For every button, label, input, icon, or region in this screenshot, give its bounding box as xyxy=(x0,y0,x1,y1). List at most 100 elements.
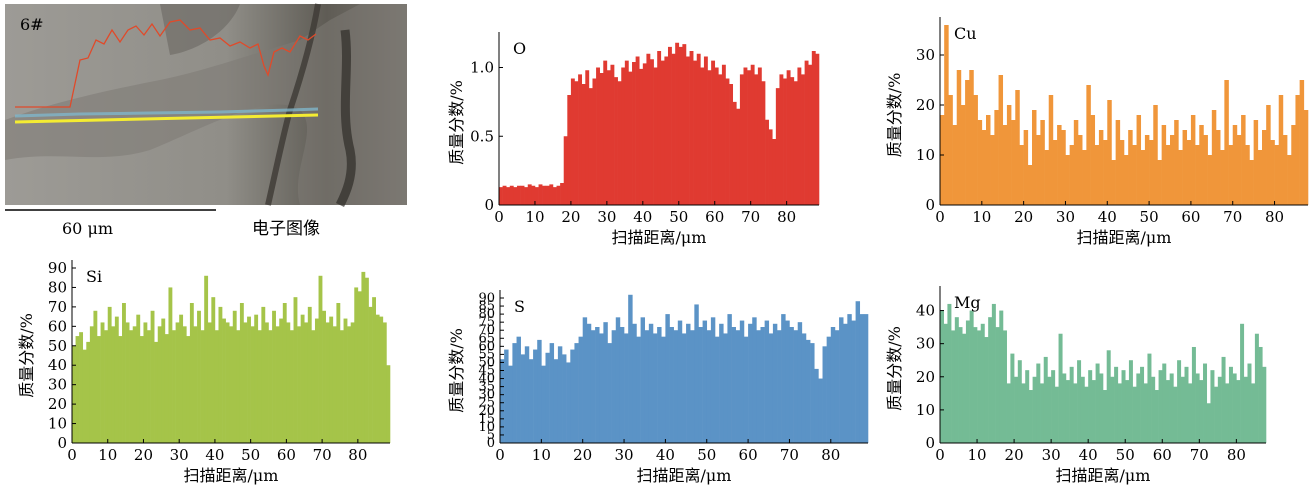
bar xyxy=(107,306,112,443)
bar xyxy=(1128,360,1133,443)
x-tick-label: 70 xyxy=(1190,446,1209,464)
bar xyxy=(1040,120,1045,205)
bar xyxy=(361,271,366,443)
bar xyxy=(161,318,166,443)
bar xyxy=(504,349,509,443)
bar xyxy=(86,341,91,443)
y-tick-label: 80 xyxy=(48,278,67,296)
bar xyxy=(247,316,251,443)
bar xyxy=(940,115,945,205)
bar xyxy=(200,330,205,443)
bar xyxy=(1287,155,1292,205)
bar xyxy=(990,135,995,205)
bar xyxy=(805,339,811,443)
bar xyxy=(729,84,734,205)
bar xyxy=(89,326,94,443)
bar xyxy=(1065,380,1070,443)
bar xyxy=(628,71,633,206)
bar xyxy=(1232,373,1237,443)
bar xyxy=(520,185,525,205)
y-axis-title: 质量分数/% xyxy=(447,328,466,413)
bar xyxy=(830,327,836,443)
bar xyxy=(114,316,119,443)
x-tick-label: 80 xyxy=(348,446,367,464)
micrograph-panel: 6# 60 μm 电子图像 xyxy=(5,3,407,239)
bar xyxy=(1121,370,1126,443)
bar xyxy=(1110,376,1115,443)
bar xyxy=(1073,383,1078,443)
bar xyxy=(635,56,640,205)
bar xyxy=(311,330,316,443)
bar xyxy=(538,184,543,206)
bar xyxy=(772,139,777,205)
bar xyxy=(619,327,625,443)
bar xyxy=(615,317,621,443)
bar xyxy=(339,330,344,443)
y-axis-title: 质量分数/% xyxy=(885,326,904,411)
bar xyxy=(947,303,952,443)
bar xyxy=(1207,155,1213,205)
bar xyxy=(289,330,294,443)
scale-bar-label: 60 μm xyxy=(62,219,113,238)
bar xyxy=(969,310,974,443)
bar xyxy=(139,336,144,443)
bar xyxy=(254,314,259,443)
bar xyxy=(731,327,736,443)
bar xyxy=(1210,370,1215,443)
x-tick-label: 10 xyxy=(532,446,551,464)
y-tick-label: 10 xyxy=(916,146,935,164)
bar xyxy=(304,322,309,443)
bar xyxy=(1027,165,1033,205)
bar xyxy=(636,336,641,443)
bar xyxy=(760,327,765,443)
bar xyxy=(768,129,773,206)
bar xyxy=(1040,383,1045,443)
bar xyxy=(1149,140,1154,205)
y-tick-label: 10 xyxy=(916,401,935,419)
bar xyxy=(714,67,719,205)
bar xyxy=(549,184,554,206)
bar xyxy=(1078,135,1083,205)
bar xyxy=(698,327,703,443)
bar xyxy=(761,81,766,205)
other-linescan-traces xyxy=(14,107,319,118)
bar xyxy=(736,108,741,205)
x-tick-label: 50 xyxy=(1140,208,1159,226)
bar xyxy=(1021,383,1026,443)
bar xyxy=(97,336,101,443)
bar xyxy=(1295,95,1300,205)
bar xyxy=(527,184,532,206)
bar xyxy=(574,81,579,205)
bar xyxy=(1199,125,1204,205)
bar xyxy=(752,317,757,443)
bar xyxy=(336,303,341,443)
element-label: S xyxy=(514,297,525,316)
y-tick-label: 60 xyxy=(478,339,495,354)
x-tick-label: 30 xyxy=(597,208,616,226)
bar xyxy=(644,330,650,443)
bar xyxy=(541,365,546,443)
x-tick-label: 70 xyxy=(313,446,332,464)
bar xyxy=(506,187,511,206)
bar xyxy=(332,326,337,443)
bar xyxy=(592,78,597,205)
bar xyxy=(189,303,194,443)
bar xyxy=(1006,383,1011,443)
bar xyxy=(689,51,694,205)
bar xyxy=(382,322,387,443)
bar xyxy=(1245,145,1250,205)
bar xyxy=(783,78,787,205)
x-tick-label: 30 xyxy=(170,446,189,464)
bar xyxy=(1115,120,1121,205)
bar xyxy=(661,336,666,443)
bar xyxy=(995,327,1000,443)
y-tick-label: 0 xyxy=(484,196,494,214)
bar xyxy=(710,317,716,443)
y-tick-label: 50 xyxy=(48,337,67,355)
bar xyxy=(1054,386,1059,443)
x-tick-label: 50 xyxy=(241,446,260,464)
bar xyxy=(1203,363,1208,443)
bar xyxy=(977,120,983,205)
bar xyxy=(368,306,373,443)
bar xyxy=(528,359,534,443)
